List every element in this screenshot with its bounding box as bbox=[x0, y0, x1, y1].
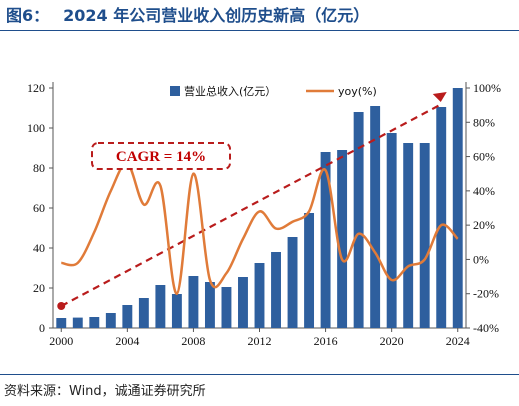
x-tick-label: 2004 bbox=[115, 334, 139, 348]
right-tick-label: 100% bbox=[473, 81, 501, 95]
x-tick-label: 2016 bbox=[314, 334, 338, 348]
revenue-bar bbox=[436, 107, 447, 328]
revenue-bar bbox=[105, 313, 116, 328]
left-tick-label: 20 bbox=[33, 281, 45, 295]
cagr-label: CAGR = 14% bbox=[116, 149, 206, 165]
source-rule bbox=[0, 374, 519, 375]
x-tick-label: 2024 bbox=[446, 334, 470, 348]
revenue-bar bbox=[353, 112, 364, 328]
revenue-bar bbox=[72, 317, 83, 328]
revenue-bar bbox=[386, 133, 397, 328]
right-tick-label: 80% bbox=[473, 115, 495, 129]
revenue-bar bbox=[403, 143, 414, 328]
right-tick-label: -20% bbox=[473, 287, 499, 301]
legend-line-label: yoy(%) bbox=[338, 85, 377, 98]
revenue-bar bbox=[89, 317, 100, 328]
right-tick-label: 0% bbox=[473, 252, 489, 266]
left-tick-label: 100 bbox=[27, 121, 45, 135]
revenue-bar bbox=[337, 150, 348, 328]
revenue-bar bbox=[122, 305, 133, 328]
revenue-bar bbox=[204, 282, 215, 328]
cagr-trend-line bbox=[60, 103, 443, 307]
source-note: 资料来源：Wind，诚通证券研究所 bbox=[4, 384, 206, 399]
trend-arrow-head bbox=[432, 92, 447, 102]
x-tick-label: 2000 bbox=[49, 334, 73, 348]
left-tick-label: 80 bbox=[33, 161, 45, 175]
revenue-bar bbox=[370, 106, 381, 328]
trend-start-marker bbox=[57, 302, 66, 310]
revenue-bar bbox=[171, 294, 182, 328]
revenue-bar bbox=[155, 285, 166, 328]
revenue-bar bbox=[304, 213, 315, 328]
left-tick-label: 120 bbox=[27, 81, 45, 95]
revenue-bar bbox=[287, 237, 298, 328]
revenue-bar bbox=[320, 152, 331, 328]
legend-bar-label: 营业总收入(亿元） bbox=[184, 84, 276, 98]
left-tick-label: 40 bbox=[33, 241, 45, 255]
right-tick-label: 20% bbox=[473, 218, 495, 232]
legend-bar-swatch bbox=[170, 86, 180, 96]
x-tick-label: 2020 bbox=[380, 334, 404, 348]
left-tick-label: 0 bbox=[39, 321, 45, 335]
right-tick-label: -40% bbox=[473, 321, 499, 335]
chart-title: 图6： 2024 年公司营业收入创历史新高（亿元） bbox=[6, 2, 369, 26]
revenue-bar bbox=[271, 252, 281, 328]
revenue-bar bbox=[56, 318, 67, 328]
x-tick-label: 2008 bbox=[181, 334, 205, 348]
revenue-bar bbox=[221, 287, 232, 328]
revenue-bar bbox=[254, 263, 265, 328]
revenue-bar bbox=[138, 298, 149, 328]
revenue-bar bbox=[188, 276, 199, 328]
cagr-label-box bbox=[91, 142, 231, 170]
figure-title-text: 2024 年公司营业收入创历史新高（亿元） bbox=[63, 6, 370, 25]
revenue-bar bbox=[419, 143, 430, 328]
x-tick-label: 2012 bbox=[248, 334, 272, 348]
left-tick-label: 60 bbox=[33, 201, 45, 215]
figure-number: 图6： bbox=[6, 6, 50, 25]
right-tick-label: 40% bbox=[473, 184, 495, 198]
revenue-bar bbox=[238, 277, 248, 328]
title-rule bbox=[0, 30, 519, 31]
revenue-bar bbox=[452, 88, 463, 328]
right-tick-label: 60% bbox=[473, 150, 495, 164]
